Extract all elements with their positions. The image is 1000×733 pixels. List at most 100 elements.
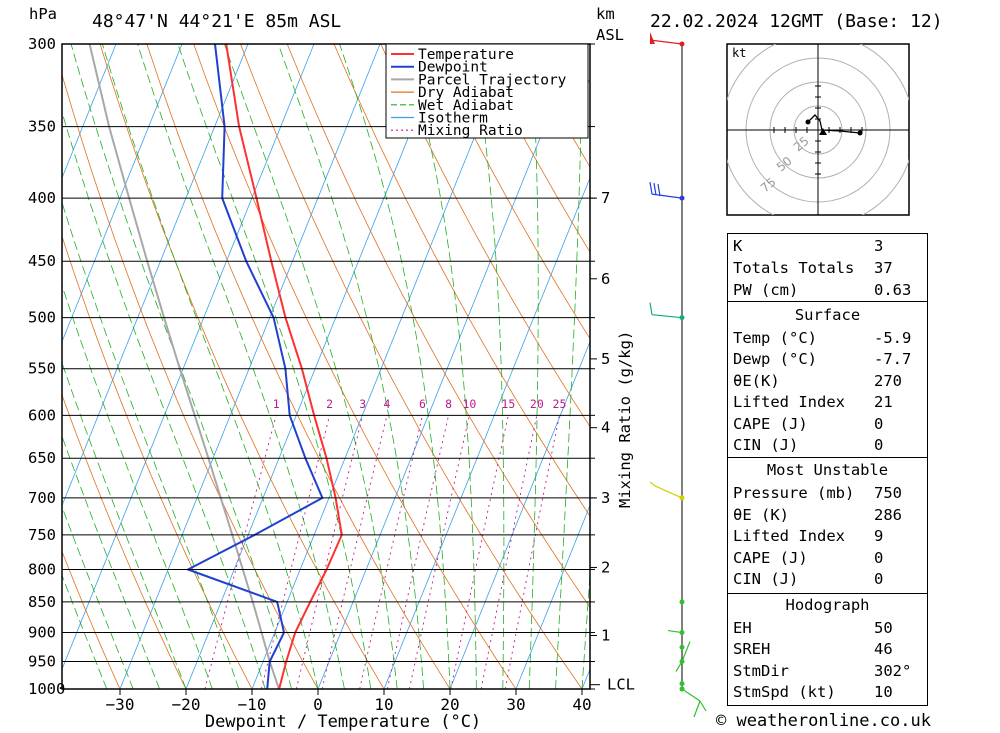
legend-label: Dry Adiabat	[418, 85, 514, 101]
mixing-ratio-label: 6	[419, 397, 426, 411]
hodograph-point	[805, 119, 811, 125]
surface-row: Temp (°C) -5.9	[733, 329, 912, 347]
x-tick-label: −30	[106, 695, 135, 714]
index-row-pw: PW (cm) 0.63	[733, 281, 912, 299]
x-tick-label: 40	[572, 695, 591, 714]
x-tick-label: −20	[172, 695, 201, 714]
pressure-tick-label: 300	[28, 35, 56, 53]
km-unit-label: km	[596, 5, 615, 23]
dry-adiabat-line	[62, 550, 121, 689]
wind-barb	[681, 688, 701, 702]
wind-barb	[653, 183, 657, 196]
most-unstable-row: CAPE (J) 0	[733, 549, 884, 567]
most-unstable-row: θE (K) 286	[733, 506, 902, 524]
mixing-ratio-line	[295, 415, 364, 689]
hodograph-row: StmDir 302°	[733, 662, 912, 680]
pressure-tick-label: 700	[28, 489, 56, 507]
mixing-ratio-label: 15	[501, 397, 515, 411]
wind-barb	[693, 700, 701, 718]
wet-adiabat-line	[62, 505, 134, 689]
x-tick-label: 10	[374, 695, 393, 714]
altitude-tick-label: 2	[601, 558, 610, 576]
surface-row: Dewp (°C) -7.7	[733, 350, 912, 368]
wet-adiabat-line	[528, 44, 539, 689]
altitude-tick-label: 6	[601, 270, 610, 288]
surface-row: CIN (J) 0	[733, 436, 884, 454]
surface-row: Lifted Index 21	[733, 393, 893, 411]
altitude-tick-label: 1	[601, 627, 610, 645]
altitude-tick-label: 4	[601, 419, 610, 437]
mixing-ratio-line	[386, 415, 450, 689]
index-row-totals: Totals Totals 37	[733, 259, 893, 277]
credit-link[interactable]: © weatheronline.co.uk	[716, 711, 931, 731]
pressure-tick-label: 400	[28, 189, 56, 207]
dry-adiabat-line	[380, 44, 590, 428]
pressure-tick-label: 750	[28, 526, 56, 544]
wind-barb-flag	[650, 32, 655, 44]
x-tick-label: 20	[440, 695, 459, 714]
dry-adiabat-line	[427, 44, 590, 340]
most-unstable-row: CIN (J) 0	[733, 570, 884, 588]
mixing-ratio-line	[359, 415, 423, 689]
altitude-tick-label: 7	[601, 189, 610, 207]
most-unstable-row: Pressure (mb) 750	[733, 484, 902, 502]
mixing-ratio-label: 1	[273, 397, 280, 411]
pressure-tick-label: 850	[28, 593, 56, 611]
mixing-ratio-label: 25	[553, 397, 567, 411]
pressure-tick-label: 550	[28, 360, 56, 378]
legend-label: Wet Adiabat	[418, 98, 514, 114]
mixing-ratio-label: 20	[530, 397, 544, 411]
legend-label: Dewpoint	[418, 60, 488, 76]
surface-row: CAPE (J) 0	[733, 415, 884, 433]
isotherm-line	[317, 44, 579, 689]
legend-label: Isotherm	[418, 111, 488, 127]
wind-level-dot	[679, 599, 685, 605]
wind-barb	[649, 481, 656, 487]
hodograph-trace	[807, 114, 861, 134]
divider	[728, 593, 927, 594]
parcel-trajectory-line	[88, 44, 281, 689]
altitude-tick-label: 5	[601, 350, 610, 368]
wet-adiabat-line	[471, 44, 505, 689]
wind-barb	[651, 193, 683, 199]
x-tick-label: 30	[506, 695, 525, 714]
x-tick-label: −10	[238, 695, 267, 714]
isotherm-line	[119, 44, 381, 689]
pressure-tick-label: 500	[28, 309, 56, 327]
altitude-tick-label: 3	[601, 489, 610, 507]
isotherm-line	[62, 44, 315, 671]
x-axis-label: Dewpoint / Temperature (°C)	[205, 712, 481, 732]
wet-adiabat-line	[62, 110, 266, 689]
surface-row: θE(K) 270	[733, 372, 902, 390]
legend-label: Parcel Trajectory	[418, 72, 567, 88]
wet-adiabat-line	[581, 569, 590, 689]
pressure-tick-label: 600	[28, 406, 56, 424]
divider	[728, 301, 927, 302]
wind-barb	[657, 184, 661, 197]
wet-adiabat-line	[339, 44, 451, 689]
datetime-label: 22.02.2024 12GMT (Base: 12)	[650, 11, 943, 32]
isotherm-line	[449, 340, 590, 689]
mixing-ratio-label: 3	[359, 397, 366, 411]
mixing-ratio-line	[408, 415, 470, 689]
wet-adiabat-line	[277, 44, 424, 689]
wind-barb	[649, 302, 653, 315]
dry-adiabat-line	[474, 44, 590, 253]
hpa-unit-label: hPa	[29, 5, 57, 23]
mixing-ratio-line	[260, 415, 331, 689]
wind-level-dot	[679, 644, 685, 650]
wind-barb	[675, 661, 683, 672]
x-tick-label: 0	[313, 695, 323, 714]
wet-adiabat-line	[62, 201, 240, 689]
pressure-tick-label: 450	[28, 252, 56, 270]
plot-frame	[61, 43, 591, 690]
wind-barb	[654, 485, 683, 499]
wet-adiabat-line	[70, 44, 292, 689]
hodograph-row: StmSpd (kt) 10	[733, 683, 893, 701]
legend-box	[385, 43, 589, 139]
surface-section-title: Surface	[794, 306, 861, 324]
legend-label: Mixing Ratio	[418, 123, 523, 139]
wet-adiabat-line	[62, 574, 108, 689]
